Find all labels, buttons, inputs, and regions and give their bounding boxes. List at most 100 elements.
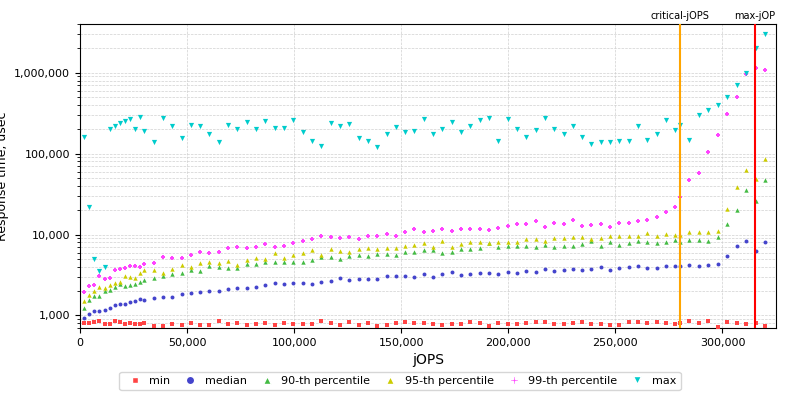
Point [759,239,772,245]
Point [166,294,178,300]
Point [730,93,743,100]
Text: max-jOP: max-jOP [734,11,775,21]
Point [482,240,495,246]
Point [613,322,626,328]
Point [398,273,411,279]
Point [492,271,505,277]
Point [240,244,253,251]
Point [702,149,714,155]
Point [93,268,106,275]
Point [98,306,111,313]
Point [548,220,561,226]
Point [492,224,505,231]
Point [250,261,262,268]
Point [334,235,346,241]
Point [194,288,206,295]
Point [585,236,598,242]
Point [278,320,290,326]
Point [613,138,626,144]
Point [711,228,724,234]
Point [98,276,111,283]
Point [212,249,225,255]
Point [240,322,253,328]
Point [123,274,136,280]
Point [510,239,523,245]
Point [669,262,682,269]
Point [287,259,300,265]
Point [520,221,533,228]
Point [108,280,121,286]
Point [538,224,551,230]
Point [370,276,383,282]
Point [604,322,617,328]
Point [426,320,439,327]
Point [390,232,402,239]
Point [418,240,430,246]
Point [454,272,467,278]
Point [78,315,90,321]
Point [474,117,486,124]
Point [604,138,617,145]
Point [362,138,374,144]
Point [464,319,477,325]
Point [557,235,570,242]
Point [674,122,686,128]
Point [660,262,673,269]
Point [114,278,126,285]
Point [482,322,495,329]
Point [446,244,458,250]
Point [212,318,225,325]
Point [750,320,762,326]
Point [492,239,505,245]
Point [669,321,682,327]
Point [669,232,682,238]
Point [222,265,234,272]
Point [641,230,654,237]
Point [134,321,146,327]
Point [306,257,318,263]
Point [123,298,136,305]
Point [502,321,514,327]
Point [576,234,589,240]
Point [296,238,309,245]
Point [212,288,225,294]
Point [426,244,439,250]
Point [390,273,402,280]
Point [166,321,178,327]
Point [380,230,393,237]
Point [408,320,421,326]
Point [520,243,533,249]
Point [604,267,617,273]
Point [306,281,318,287]
Point [740,187,753,193]
Point [103,274,116,281]
Point [138,260,150,267]
Point [118,118,131,124]
Point [324,120,337,126]
Point [692,170,705,176]
Point [212,260,225,267]
Point [398,129,411,136]
Point [231,244,244,250]
Point [157,273,170,279]
Point [231,126,244,132]
Point [730,184,743,191]
Point [147,323,160,329]
Point [114,120,126,126]
Point [510,321,523,328]
Point [306,138,318,145]
Point [185,252,198,258]
Point [118,321,131,327]
Point [212,264,225,270]
Point [408,248,421,255]
Point [185,290,198,296]
Point [529,319,542,325]
Point [702,262,714,268]
Point [650,131,663,137]
Point [740,71,753,77]
Point [306,321,318,327]
Point [566,234,579,240]
Point [641,217,654,224]
Point [682,237,695,244]
Point [147,138,160,145]
